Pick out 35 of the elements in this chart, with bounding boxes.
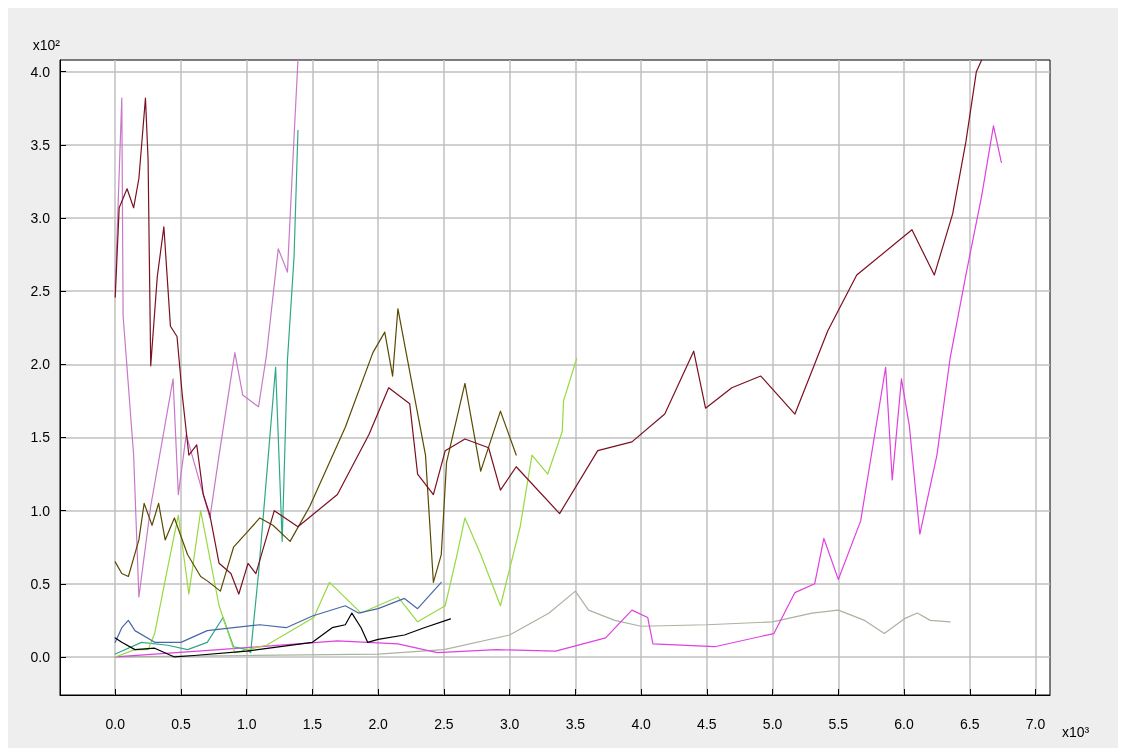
x-tick-label: 3.0	[499, 716, 520, 732]
x-tick-label: 5.0	[762, 716, 783, 732]
x-tick-label: 2.5	[434, 716, 454, 732]
y-tick-label: 1.0	[30, 502, 51, 519]
y-tick-label: 3.0	[30, 210, 51, 227]
x-tick-label: 3.5	[565, 716, 586, 732]
x-tick-label: 1.5	[302, 716, 323, 732]
y-tick-label: 2.5	[30, 283, 51, 300]
y-tick-label: 2.0	[30, 356, 51, 373]
y-axis-title: x10²	[32, 37, 61, 53]
x-tick-label: 2.0	[368, 716, 389, 732]
x-tick-label: 0.5	[171, 716, 191, 732]
line-series	[114, 581, 442, 643]
y-tick-label: 0.5	[30, 575, 51, 592]
line-series	[114, 125, 1002, 658]
line-series	[114, 357, 578, 658]
y-tick-label: 0.0	[30, 648, 51, 665]
line-series	[114, 129, 299, 655]
x-tick-label: 1.0	[236, 716, 257, 732]
x-tick-label: 4.0	[631, 716, 652, 732]
x-tick-label: 7.0	[1025, 716, 1046, 732]
line-series	[114, 612, 452, 658]
line-series	[114, 590, 951, 658]
line-series	[114, 59, 299, 598]
x-tick-label: 6.5	[960, 716, 980, 732]
x-tick-label: 4.5	[697, 716, 717, 732]
line-series	[114, 59, 983, 595]
y-tick-label: 1.5	[30, 429, 51, 446]
y-tick-label: 3.5	[30, 136, 51, 153]
x-tick-label: 0.0	[105, 716, 126, 732]
y-tick-label: 4.0	[30, 63, 51, 80]
line-series	[114, 308, 517, 592]
x-tick-label: 6.0	[894, 716, 915, 732]
x-axis-title: x10³	[1062, 724, 1090, 740]
x-tick-label: 5.5	[828, 716, 849, 732]
